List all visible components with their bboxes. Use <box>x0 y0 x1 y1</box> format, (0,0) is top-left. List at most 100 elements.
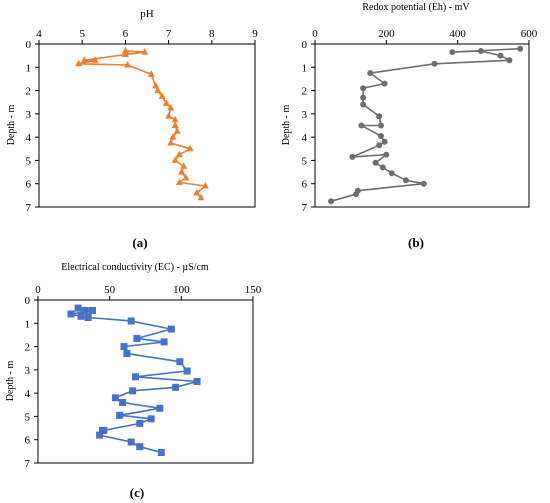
panel-b-title: Redox potential (Eh) - mV <box>362 2 470 13</box>
panel-a-frame <box>38 43 256 208</box>
data-point-triangle <box>182 173 190 181</box>
x-tick-label: 150 <box>245 284 262 296</box>
data-point-square <box>147 415 155 423</box>
x-tick-label: 7 <box>166 28 172 40</box>
data-point-circle <box>376 142 383 149</box>
data-point-square <box>176 358 184 366</box>
data-point-circle <box>378 122 384 129</box>
data-point-circle <box>358 122 365 129</box>
data-point-circle <box>378 133 384 139</box>
data-point-triangle <box>124 61 132 68</box>
panel-b-series <box>328 45 524 205</box>
data-point-square <box>89 307 96 314</box>
y-tick-label: 3 <box>25 365 31 377</box>
data-point-circle <box>517 45 524 52</box>
panel-a-ylabel: Depth - m <box>6 105 17 146</box>
data-point-triangle <box>167 139 175 146</box>
panel-b-xticks: 0 200 400 600 <box>312 28 538 44</box>
y-tick-label: 3 <box>302 109 308 121</box>
x-tick-label: 9 <box>252 28 258 40</box>
data-point-circle <box>353 191 359 198</box>
data-point-circle <box>360 85 367 92</box>
data-point-square <box>129 387 137 395</box>
data-point-circle <box>349 153 356 160</box>
data-point-circle <box>506 57 513 64</box>
data-point-square <box>172 383 180 391</box>
panel-a-yticks: 0 1 2 3 4 5 6 7 <box>26 39 39 214</box>
data-point-triangle <box>171 115 179 123</box>
data-point-triangle <box>80 56 88 63</box>
data-point-circle <box>360 94 367 101</box>
panel-b-yticks: 0 1 2 3 4 5 6 7 <box>302 39 315 214</box>
data-point-triangle <box>141 48 149 55</box>
y-tick-label: 5 <box>25 411 31 423</box>
panel-a-xticks: 4 5 6 7 8 9 <box>36 28 258 44</box>
data-point-triangle <box>154 86 162 94</box>
panel-b: Redox potential (Eh) - mV Depth - m 0 200… <box>281 2 538 250</box>
panel-c-title: Electrical conductivity (EC) - µS/cm <box>61 262 209 273</box>
y-tick-label: 7 <box>26 202 32 214</box>
data-point-circle <box>431 60 438 67</box>
data-point-circle <box>376 113 383 120</box>
y-tick-label: 6 <box>26 179 32 191</box>
data-point-triangle <box>180 162 188 169</box>
x-tick-label: 400 <box>449 28 466 40</box>
y-tick-label: 5 <box>26 155 32 167</box>
y-tick-label: 6 <box>25 435 31 447</box>
data-point-triangle <box>121 50 129 57</box>
data-point-triangle <box>75 59 83 67</box>
panel-a-title: pH <box>140 8 154 20</box>
data-point-triangle <box>165 112 173 119</box>
x-tick-label: 6 <box>123 28 129 40</box>
data-point-square <box>133 334 141 342</box>
y-tick-label: 7 <box>25 458 31 470</box>
data-point-circle <box>402 177 409 184</box>
panel-c-yticks: 0 1 2 3 4 5 6 7 <box>25 295 38 470</box>
data-point-circle <box>381 138 388 145</box>
data-point-circle <box>367 70 374 77</box>
data-point-triangle <box>197 193 205 201</box>
y-tick-label: 3 <box>26 109 32 121</box>
x-tick-label: 0 <box>35 284 41 296</box>
y-tick-label: 0 <box>25 295 31 307</box>
x-tick-label: 50 <box>104 284 116 296</box>
x-tick-label: 8 <box>209 28 215 40</box>
y-tick-label: 4 <box>26 132 32 144</box>
x-tick-label: 4 <box>36 28 42 40</box>
data-point-square <box>119 399 127 406</box>
x-tick-label: 600 <box>521 28 538 40</box>
data-point-triangle <box>158 92 166 99</box>
panel-b-frame <box>314 43 530 208</box>
panel-c-series <box>67 304 201 456</box>
data-point-triangle <box>91 56 99 63</box>
panel-c-xticks: 0 50 100 150 <box>35 284 262 300</box>
data-point-square <box>127 438 135 446</box>
y-tick-label: 7 <box>302 202 308 214</box>
data-point-circle <box>477 48 484 54</box>
data-point-square <box>67 310 75 318</box>
data-point-triangle <box>171 121 179 128</box>
x-tick-label: 200 <box>378 28 395 40</box>
x-tick-label: 0 <box>312 28 318 40</box>
data-point-square <box>81 307 89 314</box>
data-point-square <box>136 443 144 451</box>
panel-b-caption: (b) <box>408 235 424 250</box>
panel-a-series <box>75 47 209 201</box>
data-point-square <box>99 426 106 434</box>
data-point-square <box>96 431 104 439</box>
data-point-triangle <box>121 47 129 54</box>
data-point-square <box>127 317 135 325</box>
data-point-triangle <box>152 81 160 89</box>
data-point-triangle <box>147 70 155 77</box>
y-tick-label: 4 <box>302 132 308 144</box>
data-point-triangle <box>193 189 201 196</box>
panel-b-ylabel: Depth - m <box>281 105 292 146</box>
data-point-circle <box>328 198 335 205</box>
data-point-triangle <box>178 168 186 175</box>
data-point-triangle <box>173 127 181 134</box>
data-point-triangle <box>175 178 183 185</box>
y-tick-label: 0 <box>302 39 308 51</box>
data-point-square <box>74 304 82 312</box>
data-point-circle <box>379 164 386 171</box>
